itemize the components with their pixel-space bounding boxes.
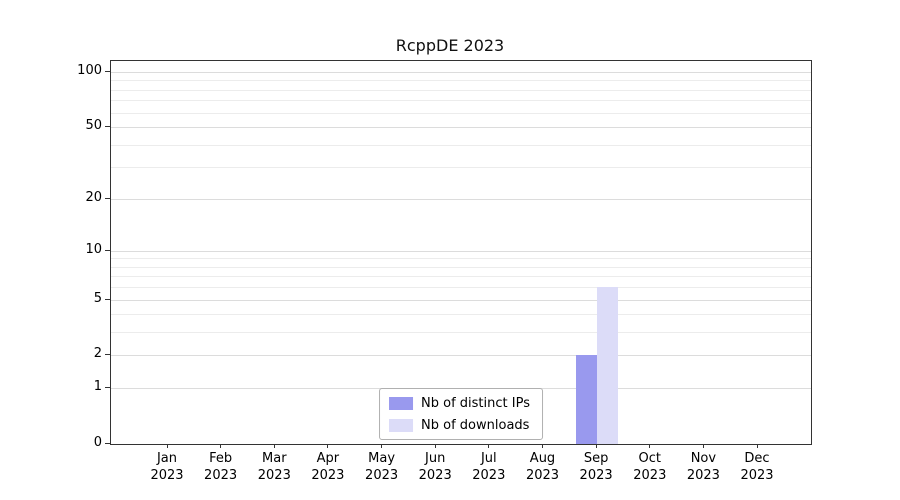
bar-nb-of-downloads	[597, 287, 619, 444]
y-tick-label: 100	[77, 63, 102, 78]
x-tick-mark	[327, 444, 329, 448]
y-tick-mark	[105, 197, 110, 199]
plot-area: Nb of distinct IPs Nb of downloads	[110, 60, 812, 445]
gridline	[111, 314, 811, 316]
gridline	[111, 299, 811, 301]
y-tick-mark	[105, 298, 110, 300]
legend-item-downloads: Nb of downloads	[389, 416, 530, 434]
gridline	[111, 112, 811, 114]
x-tick-mark	[649, 444, 651, 448]
gridline	[111, 100, 811, 102]
x-tick-label: Sep 2023	[579, 451, 613, 483]
legend-item-distinct-ips: Nb of distinct IPs	[389, 394, 530, 412]
legend-label-distinct-ips: Nb of distinct IPs	[421, 395, 530, 411]
x-tick-label: Apr 2023	[311, 451, 345, 483]
y-tick-mark	[105, 354, 110, 356]
x-tick-mark	[166, 444, 168, 448]
x-tick-label: Aug 2023	[525, 451, 560, 483]
y-tick-mark	[105, 71, 110, 72]
y-tick-mark	[105, 126, 110, 128]
gridline	[111, 80, 811, 82]
gridline	[111, 332, 811, 334]
x-tick-label: Jun 2023	[418, 451, 452, 483]
gridline	[111, 258, 811, 260]
x-tick-mark	[756, 444, 758, 448]
legend-swatch-downloads	[389, 418, 414, 432]
gridline	[111, 127, 811, 129]
legend: Nb of distinct IPs Nb of downloads	[379, 388, 543, 440]
x-tick-mark	[273, 444, 275, 448]
y-tick-mark	[105, 387, 110, 389]
x-tick-label: Mar 2023	[257, 451, 291, 483]
y-tick-label: 1	[93, 379, 102, 395]
x-tick-label: Dec 2023	[740, 451, 774, 483]
legend-label-downloads: Nb of downloads	[421, 417, 530, 433]
y-tick-mark	[105, 249, 110, 251]
x-tick-label: Feb 2023	[204, 451, 238, 483]
x-tick-mark	[702, 444, 704, 448]
y-tick-label: 10	[85, 241, 102, 257]
y-tick-mark	[105, 443, 110, 444]
x-tick-label: May 2023	[365, 451, 399, 483]
gridline	[111, 72, 811, 73]
gridline	[111, 167, 811, 169]
gridline	[111, 89, 811, 91]
y-tick-label: 50	[85, 118, 102, 134]
x-tick-label: Jan 2023	[150, 451, 184, 483]
x-tick-mark	[488, 444, 490, 448]
y-tick-label: 0	[93, 435, 102, 450]
bar-nb-of-distinct-ips	[576, 355, 598, 444]
gridline	[111, 250, 811, 252]
gridline	[111, 276, 811, 278]
y-tick-label: 20	[85, 189, 102, 205]
x-tick-mark	[542, 444, 543, 448]
x-tick-label: Nov 2023	[686, 451, 720, 483]
y-tick-label: 2	[93, 346, 102, 362]
gridline	[111, 144, 811, 146]
gridline	[111, 198, 811, 200]
gridline	[111, 355, 811, 357]
x-tick-label: Oct 2023	[633, 451, 667, 483]
x-tick-label: Jul 2023	[472, 451, 506, 483]
gridline	[111, 266, 811, 268]
x-tick-mark	[381, 444, 383, 448]
legend-swatch-distinct-ips	[389, 396, 414, 410]
x-tick-mark	[434, 444, 436, 448]
x-tick-mark	[595, 444, 597, 448]
y-tick-label: 5	[93, 290, 102, 306]
x-tick-mark	[220, 444, 222, 448]
chart-title: RcppDE 2023	[395, 36, 505, 55]
gridline	[111, 287, 811, 289]
